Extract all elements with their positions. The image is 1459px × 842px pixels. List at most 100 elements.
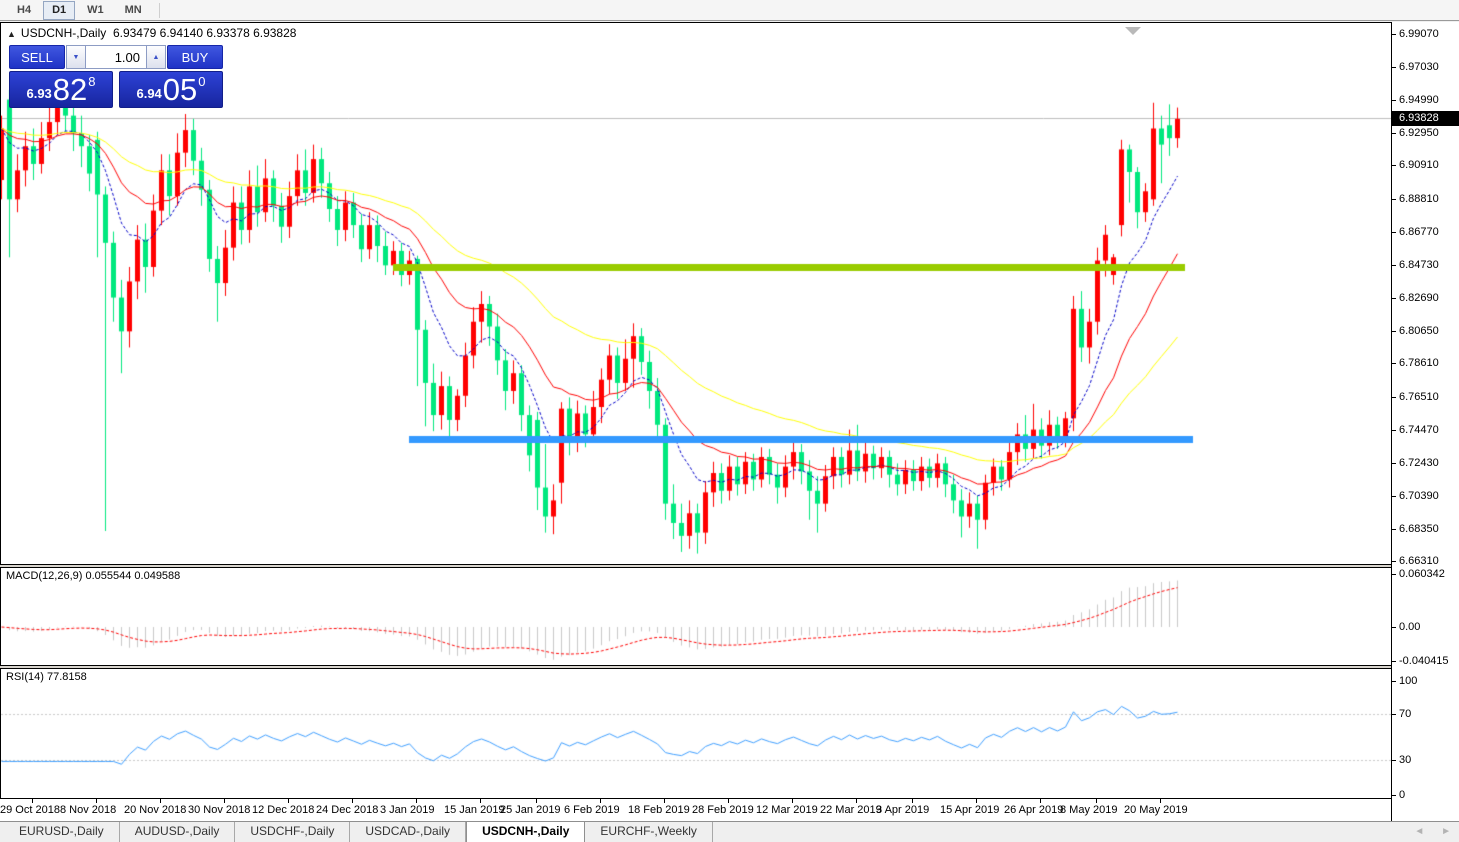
timeframe-toolbar: H4 D1 W1 MN [0,0,1459,21]
axis-value-label: 0.00 [1399,621,1421,633]
axis-value-label: 6.70390 [1399,490,1439,502]
date-tick [480,799,481,803]
date-label: 22 Mar 2019 [820,804,882,816]
chart-window: ▲ USDCNH-,Daily 6.93479 6.94140 6.93378 6… [0,22,1459,821]
axis-value-label: 100 [1399,675,1418,687]
date-tick [976,799,977,803]
chart-tab-audusd-daily[interactable]: AUDUSD-,Daily [120,822,236,842]
autoscroll-marker-icon[interactable] [1125,27,1141,35]
buy-price-box[interactable]: 6.94 05 0 [119,71,223,108]
chart-tabs-bar: EURUSD-,Daily AUDUSD-,Daily USDCHF-,Daily U… [0,821,1459,842]
price-axis: 6.93828 6.99070 6.97030 6.94990 6.92950 6.90… [1391,22,1459,821]
date-label: 15 Jan 2019 [444,804,505,816]
timeframe-button-w1[interactable]: W1 [87,3,104,16]
date-label: 3 Apr 2019 [876,804,930,816]
axis-value-label: -0.040415 [1399,655,1449,667]
tab-scroll-right-icon[interactable]: ► [1441,826,1451,837]
axis-tick [1392,100,1396,101]
axis-value-label: 6.68350 [1399,523,1439,535]
date-tick [728,799,729,803]
axis-tick [1392,363,1396,364]
timeframe-button-d1[interactable]: D1 [43,0,76,20]
axis-tick [1392,165,1396,166]
axis-tick [1392,661,1396,662]
one-click-trading-panel: SELL ▼ ▲ BUY 6.93 82 8 6.94 05 0 [9,45,223,108]
volume-input[interactable] [86,45,146,69]
date-label: 12 Dec 2018 [252,804,315,816]
panel-resize-separator[interactable] [0,565,1459,567]
macd-panel: MACD(12,26,9) 0.055544 0.049588 [0,567,1391,666]
tab-scroll-nav: ◄ ► [1400,826,1451,837]
date-label: 29 Oct 2018 [0,804,60,816]
chart-tab-usdchf-daily[interactable]: USDCHF-,Daily [235,822,351,842]
sell-price-prefix: 6.93 [26,86,52,101]
axis-value-label: 0 [1399,789,1406,801]
chart-ohlc-values: 6.93479 6.94140 6.93378 6.93828 [112,26,297,40]
timeframe-button-mn[interactable]: MN [124,3,142,16]
axis-value-label: 30 [1399,754,1412,766]
date-label: 3 Jan 2019 [380,804,435,816]
axis-value-label: 6.66310 [1399,555,1439,567]
axis-tick [1392,529,1396,530]
date-tick [32,799,33,803]
panel-resize-separator[interactable] [0,666,1459,668]
axis-value-label: 6.90910 [1399,159,1439,171]
date-label: 24 Dec 2018 [316,804,379,816]
date-tick [288,799,289,803]
axis-tick [1392,265,1396,266]
macd-canvas[interactable] [1,568,1391,665]
date-label: 25 Jan 2019 [500,804,561,816]
date-label: 15 Apr 2019 [940,804,1000,816]
chart-tab-eurusd-daily[interactable]: EURUSD-,Daily [4,822,120,842]
chart-tab-usdcnh-daily[interactable]: USDCNH-,Daily [466,821,586,842]
current-price-badge: 6.93828 [1392,111,1459,126]
date-tick [1160,799,1161,803]
sell-button[interactable]: SELL [9,45,65,69]
date-tick [1096,799,1097,803]
date-tick [856,799,857,803]
axis-value-label: 6.92950 [1399,127,1439,139]
macd-label: MACD(12,26,9) 0.055544 0.049588 [6,570,181,582]
axis-tick [1392,397,1396,398]
axis-tick [1392,34,1396,35]
sell-price-big: 82 [52,72,88,107]
chart-symbol-label: USDCNH-,Daily [20,26,107,40]
rsi-canvas[interactable] [1,669,1391,798]
sell-price-box[interactable]: 6.93 82 8 [9,71,113,108]
axis-tick [1392,760,1396,761]
rsi-label: RSI(14) 77.8158 [6,671,87,683]
axis-tick [1392,714,1396,715]
date-tick [352,799,353,803]
axis-value-label: 6.99070 [1399,28,1439,40]
buy-price-sup: 0 [198,74,206,89]
volume-up-stepper[interactable]: ▲ [146,45,166,69]
main-price-panel: ▲ USDCNH-,Daily 6.93479 6.94140 6.93378 6… [0,22,1391,565]
date-label: 6 Feb 2019 [564,804,620,816]
tab-scroll-left-icon[interactable]: ◄ [1414,826,1425,837]
date-tick [912,799,913,803]
chart-tabs: EURUSD-,Daily AUDUSD-,Daily USDCHF-,Daily U… [4,821,713,842]
rsi-panel: RSI(14) 77.8158 [0,668,1391,799]
date-label: 12 Mar 2019 [756,804,818,816]
axis-tick [1392,67,1396,68]
date-label: 28 Feb 2019 [692,804,754,816]
price-chart-canvas[interactable] [1,23,1391,564]
chart-tab-usdcad-daily[interactable]: USDCAD-,Daily [350,822,467,842]
axis-value-label: 6.78610 [1399,357,1439,369]
date-tick [160,799,161,803]
date-label: 8 Nov 2018 [60,804,117,816]
date-tick [224,799,225,803]
date-tick [1040,799,1041,803]
axis-tick [1392,681,1396,682]
date-axis: 29 Oct 2018 8 Nov 2018 20 Nov 2018 30 Nov 2… [0,799,1391,821]
chart-tab-eurchf-weekly[interactable]: EURCHF-,Weekly [585,822,713,842]
axis-tick [1392,199,1396,200]
axis-tick [1392,298,1396,299]
buy-button[interactable]: BUY [167,45,223,69]
axis-value-label: 6.82690 [1399,292,1439,304]
axis-value-label: 6.76510 [1399,391,1439,403]
volume-down-stepper[interactable]: ▼ [66,45,86,69]
one-click-toggle-icon[interactable]: ▲ [7,29,16,39]
chart-title: ▲ USDCNH-,Daily 6.93479 6.94140 6.93378 6… [7,26,296,40]
timeframe-button-h4[interactable]: H4 [17,3,32,16]
